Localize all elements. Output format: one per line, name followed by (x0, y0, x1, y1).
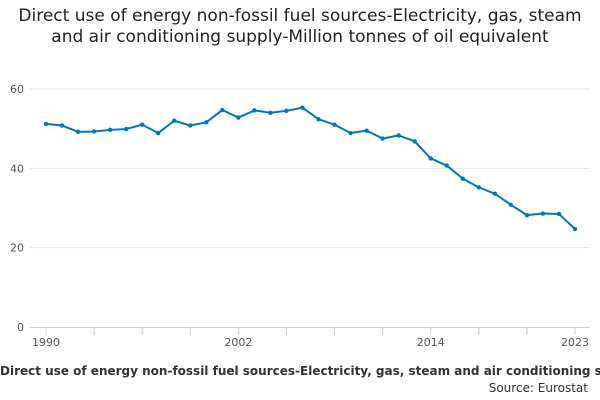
data-point[interactable] (156, 130, 161, 136)
data-point[interactable] (172, 118, 177, 123)
data-point[interactable] (492, 191, 498, 196)
data-point[interactable] (123, 126, 129, 132)
x-axis: 1990 2002 2014 2023 (30, 327, 590, 349)
data-point[interactable] (91, 129, 97, 134)
data-point[interactable] (572, 226, 578, 232)
series-layer (43, 105, 578, 232)
grid-layer (30, 88, 590, 249)
data-point[interactable] (508, 202, 514, 208)
data-point[interactable] (204, 120, 209, 125)
y-tick-label: 0 (17, 321, 24, 334)
x-tick-label: 2002 (224, 336, 252, 349)
data-point[interactable] (364, 128, 369, 133)
chart-title: Direct use of energy non-fossil fuel sou… (18, 6, 582, 47)
data-point[interactable] (540, 211, 546, 216)
data-point[interactable] (412, 139, 417, 144)
y-tick-label: 40 (10, 162, 24, 175)
data-point[interactable] (348, 130, 353, 136)
data-point[interactable] (236, 115, 241, 120)
data-point[interactable] (43, 121, 49, 127)
data-point[interactable] (139, 122, 145, 127)
data-point[interactable] (284, 108, 289, 114)
data-point[interactable] (59, 123, 65, 128)
y-tick-label: 60 (10, 83, 24, 96)
x-tick-label: 2023 (561, 336, 589, 349)
data-point[interactable] (188, 123, 193, 128)
data-point[interactable] (396, 133, 401, 138)
series-line (45, 106, 576, 230)
data-point[interactable] (107, 127, 113, 133)
data-point[interactable] (380, 136, 385, 141)
data-point[interactable] (524, 212, 530, 218)
data-point[interactable] (556, 211, 562, 217)
data-point[interactable] (268, 110, 273, 116)
x-tick-label: 2014 (417, 336, 445, 349)
data-point[interactable] (75, 129, 81, 135)
y-tick-label: 20 (10, 242, 24, 255)
legend-label: Direct use of energy non-fossil fuel sou… (0, 364, 600, 378)
data-point[interactable] (252, 108, 257, 113)
data-point[interactable] (316, 116, 321, 122)
data-point[interactable] (444, 163, 449, 168)
y-axis: 0 20 40 60 (10, 83, 24, 334)
data-point[interactable] (460, 176, 465, 181)
data-point[interactable] (476, 185, 482, 190)
data-point[interactable] (428, 156, 433, 161)
x-tick-label: 1990 (32, 336, 60, 349)
data-point[interactable] (300, 105, 305, 110)
source-label: Source: Eurostat (488, 381, 588, 395)
data-point[interactable] (220, 107, 225, 113)
data-point[interactable] (332, 122, 337, 127)
